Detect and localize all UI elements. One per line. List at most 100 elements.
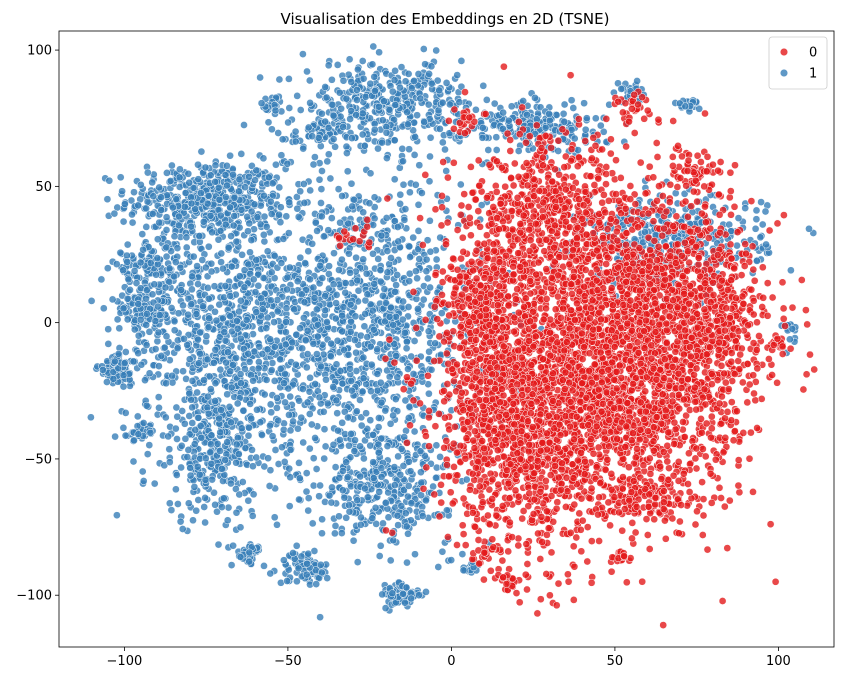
point-series-1 — [260, 390, 269, 399]
point-series-1 — [434, 563, 443, 571]
point-series-1 — [315, 492, 323, 501]
point-series-1 — [309, 283, 318, 292]
point-series-1 — [344, 413, 352, 422]
point-series-1 — [105, 176, 114, 185]
point-series-1 — [162, 379, 170, 388]
point-series-1 — [168, 371, 177, 380]
point-series-1 — [214, 235, 223, 244]
point-series-1 — [407, 84, 416, 93]
point-series-1 — [431, 339, 440, 348]
point-series-1 — [232, 440, 241, 449]
point-series-1 — [396, 199, 404, 208]
point-series-1 — [591, 114, 600, 123]
point-series-1 — [244, 496, 253, 505]
point-series-1 — [119, 266, 127, 275]
point-series-1 — [331, 529, 339, 538]
point-series-1 — [342, 94, 351, 103]
point-series-1 — [283, 273, 292, 282]
point-series-1 — [415, 161, 424, 170]
point-series-1 — [356, 472, 365, 481]
point-series-1 — [146, 259, 155, 267]
point-series-1 — [307, 420, 316, 429]
point-series-1 — [190, 440, 199, 448]
point-series-1 — [339, 123, 347, 131]
point-series-1 — [410, 77, 418, 85]
point-series-1 — [245, 357, 254, 366]
point-series-1 — [245, 219, 254, 228]
point-series-1 — [264, 118, 273, 127]
point-series-1 — [523, 110, 531, 119]
point-series-1 — [414, 200, 423, 209]
point-series-1 — [189, 516, 197, 525]
point-series-1 — [195, 470, 204, 479]
point-series-1 — [545, 110, 553, 118]
point-series-1 — [162, 332, 171, 341]
point-series-1 — [325, 262, 333, 270]
point-series-1 — [399, 589, 407, 598]
point-series-1 — [161, 413, 170, 422]
point-series-1 — [142, 204, 150, 213]
point-series-1 — [255, 358, 263, 366]
point-series-1 — [265, 482, 274, 490]
point-series-1 — [309, 454, 318, 463]
point-series-1 — [348, 202, 357, 211]
point-series-1 — [212, 316, 221, 325]
point-series-1 — [217, 406, 225, 414]
point-series-1 — [173, 412, 182, 421]
point-series-1 — [279, 235, 288, 243]
point-series-1 — [341, 288, 350, 297]
point-series-1 — [409, 370, 418, 378]
point-series-1 — [295, 396, 303, 405]
point-series-1 — [324, 124, 333, 132]
point-series-1 — [188, 285, 196, 294]
point-series-1 — [357, 421, 366, 430]
point-series-1 — [253, 405, 261, 414]
point-series-1 — [300, 313, 308, 322]
point-series-1 — [385, 372, 394, 381]
point-series-1 — [350, 447, 359, 455]
point-series-1 — [396, 190, 405, 199]
point-series-1 — [130, 267, 139, 275]
point-series-1 — [268, 179, 277, 188]
point-series-0 — [383, 194, 392, 203]
point-series-1 — [347, 317, 355, 326]
point-series-1 — [130, 325, 139, 334]
point-series-1 — [282, 212, 291, 221]
point-series-1 — [289, 549, 297, 557]
point-series-1 — [361, 310, 370, 318]
point-series-1 — [204, 284, 212, 292]
point-series-1 — [560, 100, 569, 109]
point-series-1 — [188, 272, 196, 281]
point-series-1 — [194, 335, 202, 344]
point-series-1 — [260, 191, 268, 200]
point-series-1 — [373, 370, 382, 378]
point-series-1 — [328, 483, 336, 492]
point-series-1 — [154, 393, 163, 401]
point-series-1 — [423, 274, 432, 283]
point-series-1 — [247, 207, 256, 216]
point-series-1 — [416, 447, 425, 456]
point-series-1 — [292, 330, 301, 339]
point-series-1 — [258, 305, 267, 314]
point-series-1 — [335, 474, 344, 482]
point-series-1 — [179, 367, 187, 376]
point-series-1 — [137, 181, 145, 189]
point-series-1 — [151, 345, 160, 353]
point-series-1 — [232, 354, 240, 362]
point-series-1 — [285, 198, 294, 207]
point-series-1 — [570, 134, 579, 143]
point-series-1 — [207, 431, 216, 440]
point-series-1 — [356, 442, 364, 451]
point-series-1 — [338, 192, 346, 200]
point-series-1 — [134, 300, 143, 308]
point-series-1 — [143, 310, 151, 318]
point-series-1 — [252, 453, 261, 462]
point-series-1 — [346, 300, 355, 309]
point-series-1 — [366, 342, 375, 351]
point-series-1 — [236, 523, 245, 532]
point-series-1 — [244, 431, 253, 440]
point-series-1 — [121, 431, 130, 440]
point-series-1 — [175, 173, 184, 182]
point-series-1 — [388, 589, 397, 598]
point-series-1 — [329, 440, 338, 449]
